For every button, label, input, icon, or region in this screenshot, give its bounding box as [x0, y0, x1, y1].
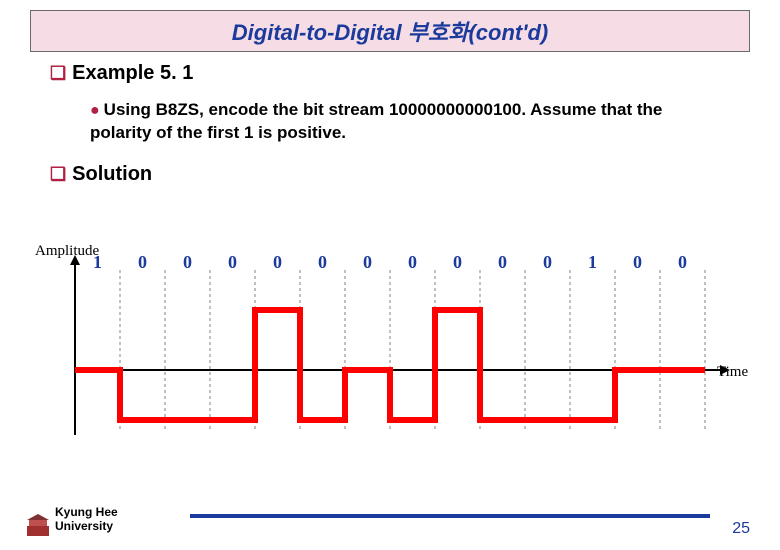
university-name-2: University: [55, 520, 118, 534]
svg-text:0: 0: [543, 252, 552, 272]
page-number: 25: [732, 520, 750, 538]
svg-text:0: 0: [228, 252, 237, 272]
bullet-icon: ●: [90, 102, 100, 119]
svg-text:Amplitude: Amplitude: [35, 243, 100, 259]
university-name-1: Kyung Hee: [55, 506, 118, 520]
bullet-problem: ●Using B8ZS, encode the bit stream 10000…: [90, 99, 720, 145]
footer-rule: [190, 514, 710, 518]
svg-text:0: 0: [183, 252, 192, 272]
svg-text:0: 0: [498, 252, 507, 272]
svg-text:1: 1: [93, 252, 102, 272]
svg-text:0: 0: [318, 252, 327, 272]
slide-title: Digital-to-Digital 부호화(cont'd): [232, 20, 548, 45]
university-logo-icon: [25, 512, 51, 538]
svg-text:0: 0: [453, 252, 462, 272]
svg-text:0: 0: [363, 252, 372, 272]
bullet-text: Using B8ZS, encode the bit stream 100000…: [90, 100, 662, 142]
svg-text:1: 1: [588, 252, 597, 272]
slide-title-bar: Digital-to-Digital 부호화(cont'd): [30, 10, 750, 52]
svg-text:0: 0: [633, 252, 642, 272]
svg-text:0: 0: [138, 252, 147, 272]
university-block: Kyung Hee University: [55, 506, 118, 534]
svg-text:0: 0: [408, 252, 417, 272]
svg-text:0: 0: [273, 252, 282, 272]
heading-example: Example 5. 1: [50, 62, 780, 85]
heading-solution: Solution: [50, 163, 780, 186]
svg-text:0: 0: [678, 252, 687, 272]
signal-chart: AmplitudeTime10000000000100: [20, 240, 760, 470]
